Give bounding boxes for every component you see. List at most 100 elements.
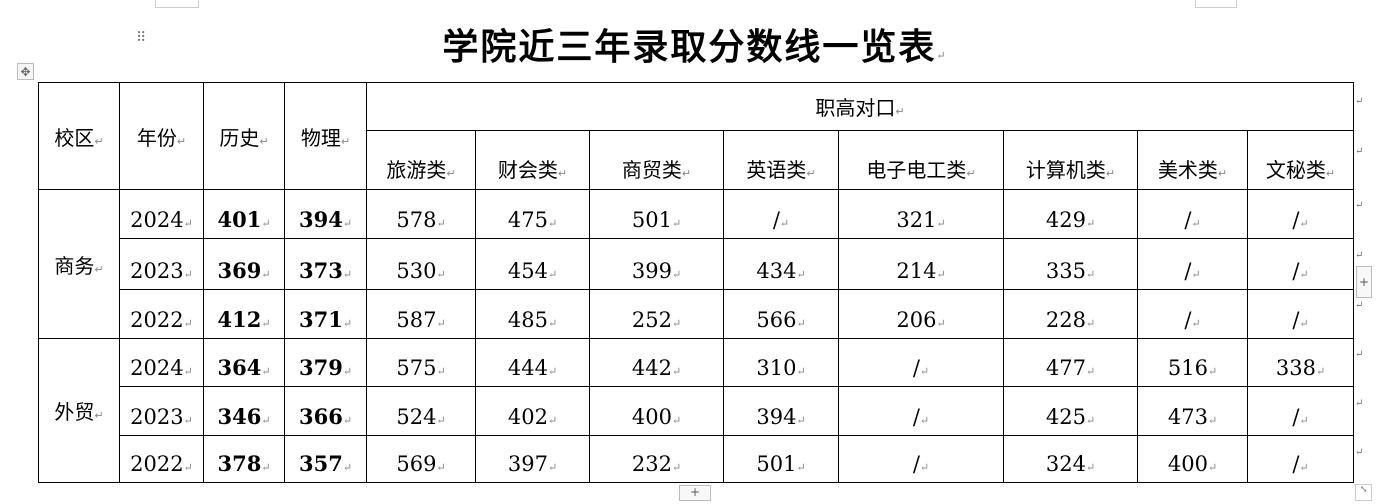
history-score-cell: 401↵ bbox=[203, 189, 285, 239]
row-end-mark: ↵ bbox=[1355, 96, 1364, 107]
vocational-score-cell: 206↵ bbox=[838, 289, 1004, 339]
vocational-score-cell: 516↵ bbox=[1137, 338, 1248, 387]
header-category: 英语类↵ bbox=[723, 130, 839, 190]
row-end-mark: ↵ bbox=[1355, 447, 1364, 458]
history-score-cell: 364↵ bbox=[203, 338, 285, 387]
vocational-score-cell: 475↵ bbox=[475, 189, 590, 239]
header-year: 年份↵ bbox=[119, 82, 204, 190]
vocational-score-cell: 587↵ bbox=[366, 289, 476, 339]
vocational-score-cell: 232↵ bbox=[589, 435, 724, 483]
header-row-2: 旅游类↵ 财会类↵ 商贸类↵ 英语类↵ 电子电工类↵ 计算机类↵ 美术类↵ 文秘类↵ bbox=[39, 130, 1354, 190]
table-row: 2022↵ 378↵ 357↵ 569↵ 397↵ 232↵ 501↵/↵ 324↵ 400↵ /… bbox=[39, 435, 1354, 483]
vocational-score-cell: 569↵ bbox=[366, 435, 476, 483]
year-cell: 2022↵ bbox=[119, 435, 204, 483]
vocational-score-cell: /↵ bbox=[1137, 189, 1248, 239]
vocational-score-cell: 310↵ bbox=[723, 338, 839, 387]
row-end-mark: ↵ bbox=[1355, 300, 1364, 311]
history-score-cell: 378↵ bbox=[203, 435, 285, 483]
physics-score-cell: 366↵ bbox=[284, 386, 367, 436]
vocational-score-cell: /↵ bbox=[723, 189, 839, 239]
vocational-score-cell: 501↵ bbox=[589, 189, 724, 239]
row-end-mark: ↵ bbox=[1355, 200, 1364, 211]
vocational-score-cell: 429↵ bbox=[1003, 189, 1138, 239]
physics-score-cell: 371↵ bbox=[284, 289, 367, 339]
vocational-score-cell: 214↵ bbox=[838, 238, 1004, 290]
year-cell: 2024↵ bbox=[119, 338, 204, 387]
table-move-handle-icon[interactable]: ✥ bbox=[17, 63, 34, 80]
vocational-score-cell: 402↵ bbox=[475, 386, 590, 436]
vocational-score-cell: 485↵ bbox=[475, 289, 590, 339]
vocational-score-cell: /↵ bbox=[1137, 238, 1248, 290]
add-row-button[interactable]: + bbox=[679, 485, 711, 501]
vocational-score-cell: 338↵ bbox=[1247, 338, 1354, 387]
vocational-score-cell: /↵ bbox=[1247, 289, 1354, 339]
year-cell: 2022↵ bbox=[119, 289, 204, 339]
admission-score-table: 校区↵ 年份↵ 历史↵ 物理↵ 职高对口↵ 旅游类↵ 财会类↵ 商贸类↵ 英语类↵ 电子… bbox=[38, 82, 1354, 483]
paragraph-mark: ↵ bbox=[936, 49, 948, 62]
vocational-score-cell: 477↵ bbox=[1003, 338, 1138, 387]
table-row: 2022↵ 412↵ 371↵ 587↵ 485↵ 252↵ 566↵ 206↵ 228↵/↵ /… bbox=[39, 289, 1354, 339]
row-end-mark: ↵ bbox=[1355, 398, 1364, 409]
physics-score-cell: 373↵ bbox=[284, 238, 367, 290]
vocational-score-cell: 473↵ bbox=[1137, 386, 1248, 436]
table-row: 2023↵ 369↵ 373↵ 530↵ 454↵ 399↵ 434↵ 214↵ 335↵/↵ /… bbox=[39, 238, 1354, 290]
vocational-score-cell: /↵ bbox=[1247, 435, 1354, 483]
add-column-button[interactable]: + bbox=[1356, 266, 1372, 298]
header-category: 电子电工类↵ bbox=[838, 130, 1004, 190]
vocational-score-cell: 321↵ bbox=[838, 189, 1004, 239]
physics-score-cell: 357↵ bbox=[284, 435, 367, 483]
vocational-score-cell: 335↵ bbox=[1003, 238, 1138, 290]
header-category: 计算机类↵ bbox=[1003, 130, 1138, 190]
vocational-score-cell: 575↵ bbox=[366, 338, 476, 387]
vocational-score-cell: /↵ bbox=[1247, 189, 1354, 239]
vocational-score-cell: 442↵ bbox=[589, 338, 724, 387]
drag-handle-icon[interactable]: ⠿ bbox=[136, 30, 146, 46]
header-category: 财会类↵ bbox=[475, 130, 590, 190]
campus-cell: 外贸↵ bbox=[38, 338, 120, 483]
vocational-score-cell: 454↵ bbox=[475, 238, 590, 290]
row-end-mark: ↵ bbox=[1355, 250, 1364, 261]
header-history: 历史↵ bbox=[203, 82, 285, 190]
table-row: 商务↵ 2024↵ 401↵ 394↵ 578↵ 475↵ 501↵/↵ 321↵ 429↵/↵… bbox=[38, 189, 1354, 339]
vocational-score-cell: 566↵ bbox=[723, 289, 839, 339]
table-resize-handle-icon[interactable]: ⤡ bbox=[1355, 484, 1372, 501]
table-row: 外贸↵ 2024↵ 364↵ 379↵ 575↵ 444↵ 442↵ 310↵/↵ 477↵ 51… bbox=[38, 338, 1354, 483]
physics-score-cell: 394↵ bbox=[284, 189, 367, 239]
margin-marker-left bbox=[155, 0, 199, 8]
header-campus: 校区↵ bbox=[38, 82, 120, 190]
table-row: 2023↵ 346↵ 366↵ 524↵ 402↵ 400↵ 394↵/↵ 425↵ 473↵ /… bbox=[39, 386, 1354, 436]
history-score-cell: 346↵ bbox=[203, 386, 285, 436]
vocational-score-cell: /↵ bbox=[1247, 386, 1354, 436]
page-title: 学院近三年录取分数线一览表↵ bbox=[0, 18, 1385, 70]
vocational-score-cell: /↵ bbox=[838, 435, 1004, 483]
vocational-score-cell: 324↵ bbox=[1003, 435, 1138, 483]
vocational-score-cell: 501↵ bbox=[723, 435, 839, 483]
history-score-cell: 412↵ bbox=[203, 289, 285, 339]
margin-marker-right bbox=[1195, 0, 1237, 8]
title-text: 学院近三年录取分数线一览表 bbox=[442, 26, 937, 68]
vocational-score-cell: 434↵ bbox=[723, 238, 839, 290]
header-category: 商贸类↵ bbox=[589, 130, 724, 190]
vocational-score-cell: 252↵ bbox=[589, 289, 724, 339]
row-end-mark: ↵ bbox=[1355, 146, 1364, 157]
header-category: 美术类↵ bbox=[1137, 130, 1248, 190]
vocational-score-cell: 399↵ bbox=[589, 238, 724, 290]
header-category: 文秘类↵ bbox=[1247, 130, 1354, 190]
year-cell: 2024↵ bbox=[119, 189, 204, 239]
vocational-score-cell: /↵ bbox=[838, 338, 1004, 387]
header-row-1: 校区↵ 年份↵ 历史↵ 物理↵ 职高对口↵ bbox=[38, 82, 1354, 190]
vocational-score-cell: 530↵ bbox=[366, 238, 476, 290]
physics-score-cell: 379↵ bbox=[284, 338, 367, 387]
vocational-score-cell: 524↵ bbox=[366, 386, 476, 436]
year-cell: 2023↵ bbox=[119, 386, 204, 436]
year-cell: 2023↵ bbox=[119, 238, 204, 290]
vocational-score-cell: 425↵ bbox=[1003, 386, 1138, 436]
history-score-cell: 369↵ bbox=[203, 238, 285, 290]
vocational-score-cell: /↵ bbox=[838, 386, 1004, 436]
vocational-score-cell: 394↵ bbox=[723, 386, 839, 436]
vocational-score-cell: 397↵ bbox=[475, 435, 590, 483]
vocational-score-cell: /↵ bbox=[1137, 289, 1248, 339]
vocational-score-cell: 400↵ bbox=[589, 386, 724, 436]
vocational-score-cell: 444↵ bbox=[475, 338, 590, 387]
header-physics: 物理↵ bbox=[284, 82, 367, 190]
